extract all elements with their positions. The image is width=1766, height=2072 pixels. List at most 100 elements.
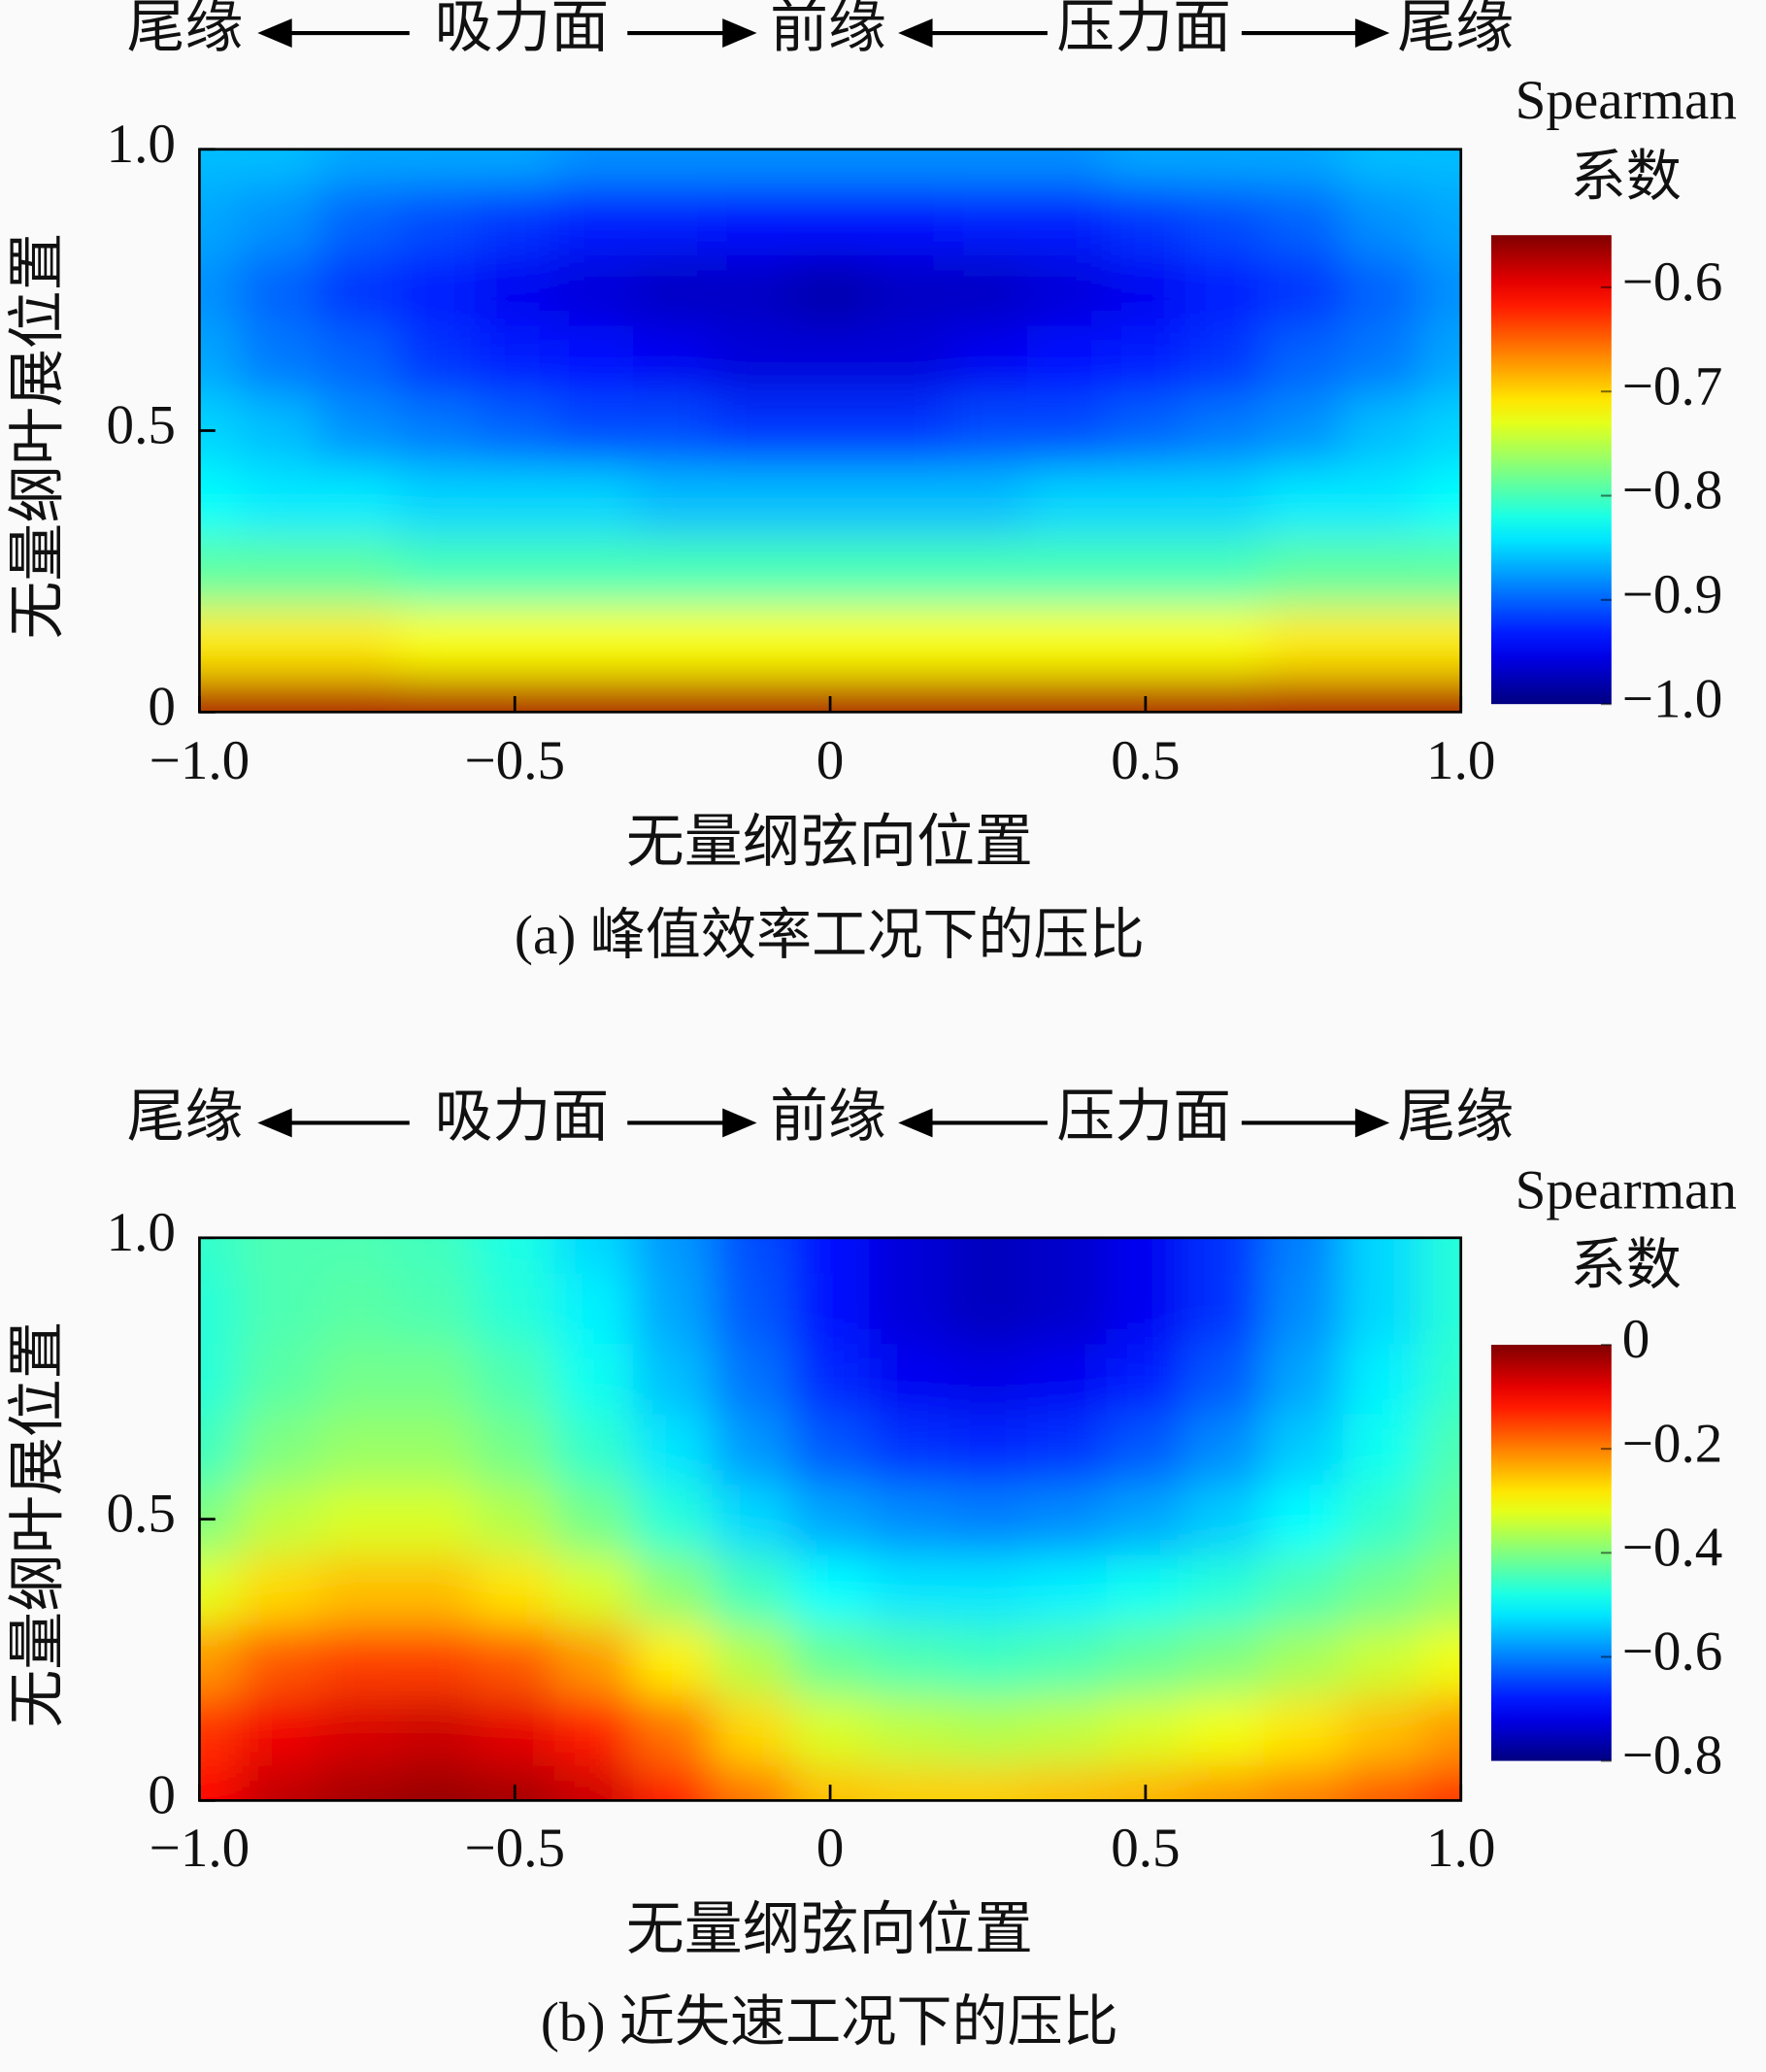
heatmap-cell <box>712 254 792 326</box>
heatmap-cell <box>633 184 713 256</box>
colorbar <box>1491 1345 1612 1761</box>
caption: (a) 峰值效率工况下的压比 <box>515 905 1145 966</box>
heatmap-cell <box>633 465 713 537</box>
header-arrowhead <box>898 18 933 48</box>
x-axis-label: 无量纲弦向位置 <box>626 1897 1033 1961</box>
heatmap-cell <box>1342 1694 1422 1766</box>
heatmap-cell <box>1263 1413 1344 1486</box>
heatmap-cell <box>948 254 1028 326</box>
header-label: 尾缘 <box>1397 0 1514 59</box>
heatmap-cell <box>712 465 792 537</box>
heatmap-cell <box>633 324 713 397</box>
y-axis-label: 无量纲叶展位置 <box>6 1321 70 1728</box>
heatmap-cell <box>1027 465 1107 537</box>
heatmap-cell <box>1263 1624 1344 1696</box>
heatmap-cell <box>1263 149 1344 185</box>
heatmap-cell <box>712 1237 792 1274</box>
heatmap-cell <box>633 149 713 185</box>
y-tick-label: 1.0 <box>107 1202 176 1263</box>
heatmap-cell <box>790 1484 871 1555</box>
heatmap-cell <box>1106 536 1186 608</box>
heatmap-cell <box>1184 395 1265 467</box>
heatmap-cell <box>396 465 477 537</box>
heatmap-cell <box>790 1624 871 1696</box>
heatmap-cell <box>396 184 477 256</box>
heatmap-cell <box>317 1273 398 1345</box>
heatmap-cell <box>1421 677 1461 713</box>
heatmap-cell <box>869 677 950 713</box>
header-arrowhead <box>257 1108 292 1138</box>
x-tick-label: 0 <box>816 730 845 791</box>
heatmap-cell <box>1263 1237 1344 1274</box>
header-label: 吸力面 <box>435 0 610 59</box>
heatmap-cell <box>396 254 477 326</box>
heatmap-cell <box>1106 1484 1186 1555</box>
heatmap-cell <box>239 184 318 256</box>
heatmap-cell <box>869 536 950 608</box>
heatmap-cell <box>869 1413 950 1486</box>
heatmap-cell <box>317 1694 398 1766</box>
heatmap-cell <box>1263 1273 1344 1345</box>
heatmap-cell <box>475 1237 555 1274</box>
heatmap-cell <box>239 606 318 678</box>
y-tick-label: 0.5 <box>107 395 176 456</box>
x-tick-label: −1.0 <box>150 1818 250 1879</box>
heatmap-cell <box>712 1343 792 1415</box>
heatmap-cell <box>790 1413 871 1486</box>
heatmap-cell <box>1263 1343 1344 1415</box>
heatmap-cell <box>475 1484 555 1555</box>
heatmap-cell <box>475 1413 555 1486</box>
heatmap-cell <box>199 1694 240 1766</box>
colorbar-tick-label: −0.4 <box>1622 1517 1723 1578</box>
colorbar <box>1491 235 1612 705</box>
heatmap-cell <box>633 1765 713 1801</box>
heatmap-cell <box>396 677 477 713</box>
heatmap-cell <box>199 536 240 608</box>
heatmap-cell <box>712 606 792 678</box>
x-tick-label: −1.0 <box>150 730 250 791</box>
heatmap-cell <box>633 1237 713 1274</box>
heatmap-cell <box>1421 395 1461 467</box>
heatmap-cell <box>396 149 477 185</box>
heatmap-cell <box>1342 324 1422 397</box>
heatmap-cell <box>553 254 634 326</box>
heatmap-cell <box>475 1273 555 1345</box>
heatmap-cell <box>869 1624 950 1696</box>
heatmap-cell <box>199 1273 240 1345</box>
heatmap-cell <box>1421 1554 1461 1625</box>
heatmap-cell <box>790 184 871 256</box>
header-label: 尾缘 <box>127 0 244 59</box>
heatmap-cell <box>239 395 318 467</box>
heatmap-cell <box>1342 1765 1422 1801</box>
heatmap-cell <box>553 1413 634 1486</box>
heatmap-cell <box>1421 1237 1461 1274</box>
heatmap-cell <box>317 1765 398 1801</box>
heatmap-cell <box>1106 1413 1186 1486</box>
heatmap-cell <box>239 465 318 537</box>
heatmap-cell <box>712 149 792 185</box>
heatmap-cell <box>948 536 1028 608</box>
heatmap-cell <box>1184 1273 1265 1345</box>
y-tick-label: 0 <box>148 676 176 737</box>
heatmap-cell <box>1027 1413 1107 1486</box>
heatmap-cell <box>1263 254 1344 326</box>
heatmap-cell <box>712 1765 792 1801</box>
heatmap <box>199 1237 1461 1801</box>
heatmap-cell <box>1027 606 1107 678</box>
heatmap-cell <box>1421 149 1461 185</box>
heatmap-cell <box>1106 254 1186 326</box>
heatmap-cell <box>712 1484 792 1555</box>
colorbar-tick-label: −1.0 <box>1622 668 1723 729</box>
heatmap-cell <box>553 395 634 467</box>
heatmap-cell <box>1184 184 1265 256</box>
heatmap-cell <box>317 606 398 678</box>
heatmap-cell <box>199 606 240 678</box>
colorbar-tick-label: −0.7 <box>1622 355 1723 417</box>
heatmap-cell <box>239 254 318 326</box>
colorbar-tick-label: 0 <box>1622 1309 1650 1370</box>
heatmap-cell <box>475 1554 555 1625</box>
header-label: 压力面 <box>1056 0 1231 59</box>
heatmap-cell <box>199 254 240 326</box>
heatmap-cell <box>553 536 634 608</box>
